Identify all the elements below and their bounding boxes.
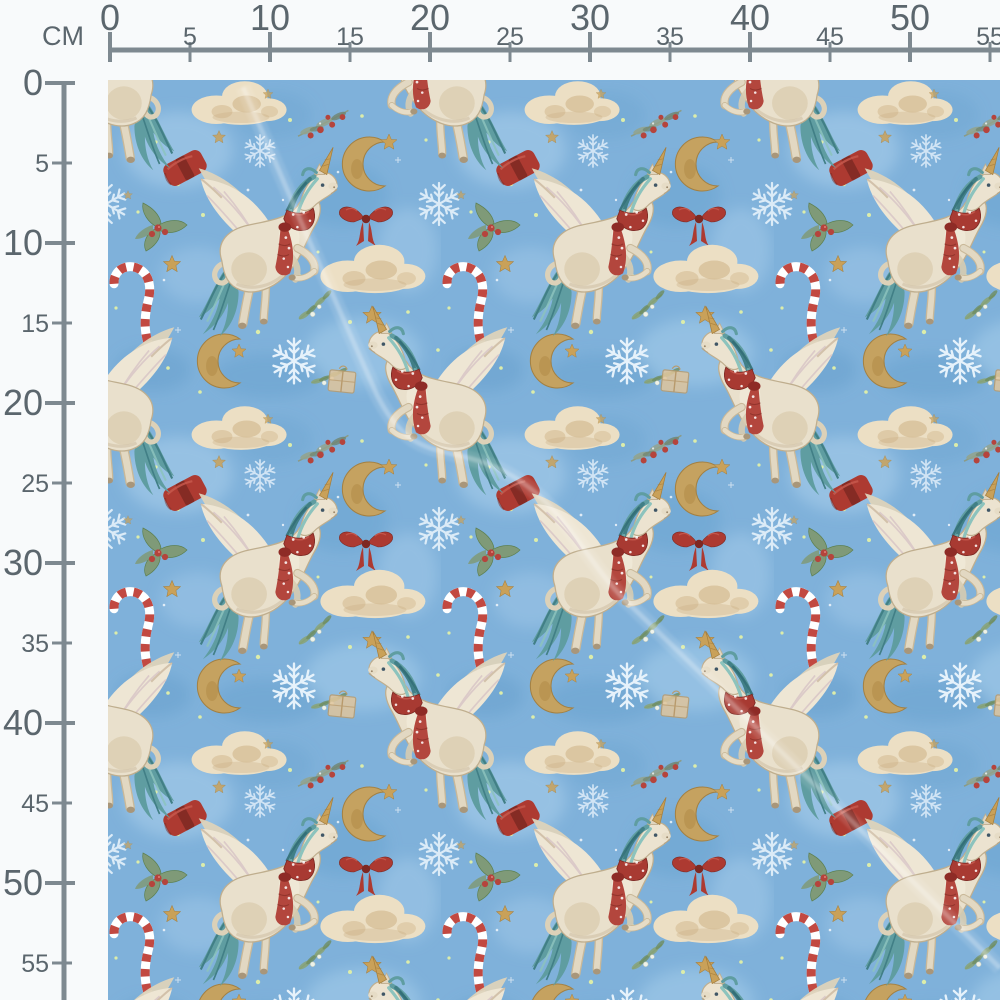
ruler-tick-label: 55 <box>21 950 49 978</box>
ruler-tick-label: 5 <box>35 150 49 178</box>
ruler-tick <box>52 802 72 805</box>
ruler-tick-label: 30 <box>3 542 43 583</box>
ruler-tick-label: 15 <box>21 310 49 338</box>
ruler-tick-label: 20 <box>410 0 450 38</box>
left-ruler: 0510152025303540455055 <box>0 0 108 1000</box>
ruler-tick-label: 5 <box>183 23 197 51</box>
top-ruler: CM 0 5 10 15 20 25 30 35 40 45 50 55 <box>0 0 1000 80</box>
fabric-pattern-svg <box>108 80 1000 1000</box>
ruler-tick <box>45 721 75 725</box>
ruler-tick-label: 15 <box>336 23 364 51</box>
ruler-tick-label: 35 <box>656 23 684 51</box>
top-ruler-line <box>108 48 1000 53</box>
fabric-ruler-preview: 0 5 10 15 20 25 30 35 40 45 50 55 CM 0 5 10 15 20 25 30 35… <box>0 0 1000 1000</box>
ruler-tick <box>45 81 75 85</box>
ruler-tick <box>45 881 75 885</box>
fabric-swatch <box>108 80 1000 1000</box>
ruler-tick <box>45 241 75 245</box>
ruler-tick-label: 40 <box>730 0 770 38</box>
ruler-tick-label: 25 <box>21 470 49 498</box>
ruler-tick <box>52 162 72 165</box>
ruler-tick-label: 25 <box>496 23 524 51</box>
ruler-tick-label: 20 <box>3 382 43 423</box>
ruler-tick-label: 0 <box>100 0 120 38</box>
ruler-tick-label: 35 <box>21 630 49 658</box>
ruler-tick-label: 30 <box>570 0 610 38</box>
ruler-tick-label: 10 <box>250 0 290 38</box>
ruler-tick <box>52 482 72 485</box>
ruler-tick <box>45 561 75 565</box>
ruler-tick <box>52 962 72 965</box>
ruler-tick-label: 45 <box>816 23 844 51</box>
ruler-tick-label: 40 <box>3 702 43 743</box>
ruler-tick <box>45 401 75 405</box>
ruler-tick-label: 45 <box>21 790 49 818</box>
fabric-print <box>108 80 1000 1000</box>
ruler-tick <box>52 322 72 325</box>
ruler-tick <box>52 642 72 645</box>
ruler-tick-label: 50 <box>890 0 930 38</box>
left-ruler-line <box>62 81 67 1000</box>
ruler-tick-label: 55 <box>976 23 1000 51</box>
ruler-tick-label: 50 <box>3 862 43 903</box>
unit-label: CM <box>42 21 84 51</box>
ruler-tick-label: 10 <box>3 222 43 263</box>
